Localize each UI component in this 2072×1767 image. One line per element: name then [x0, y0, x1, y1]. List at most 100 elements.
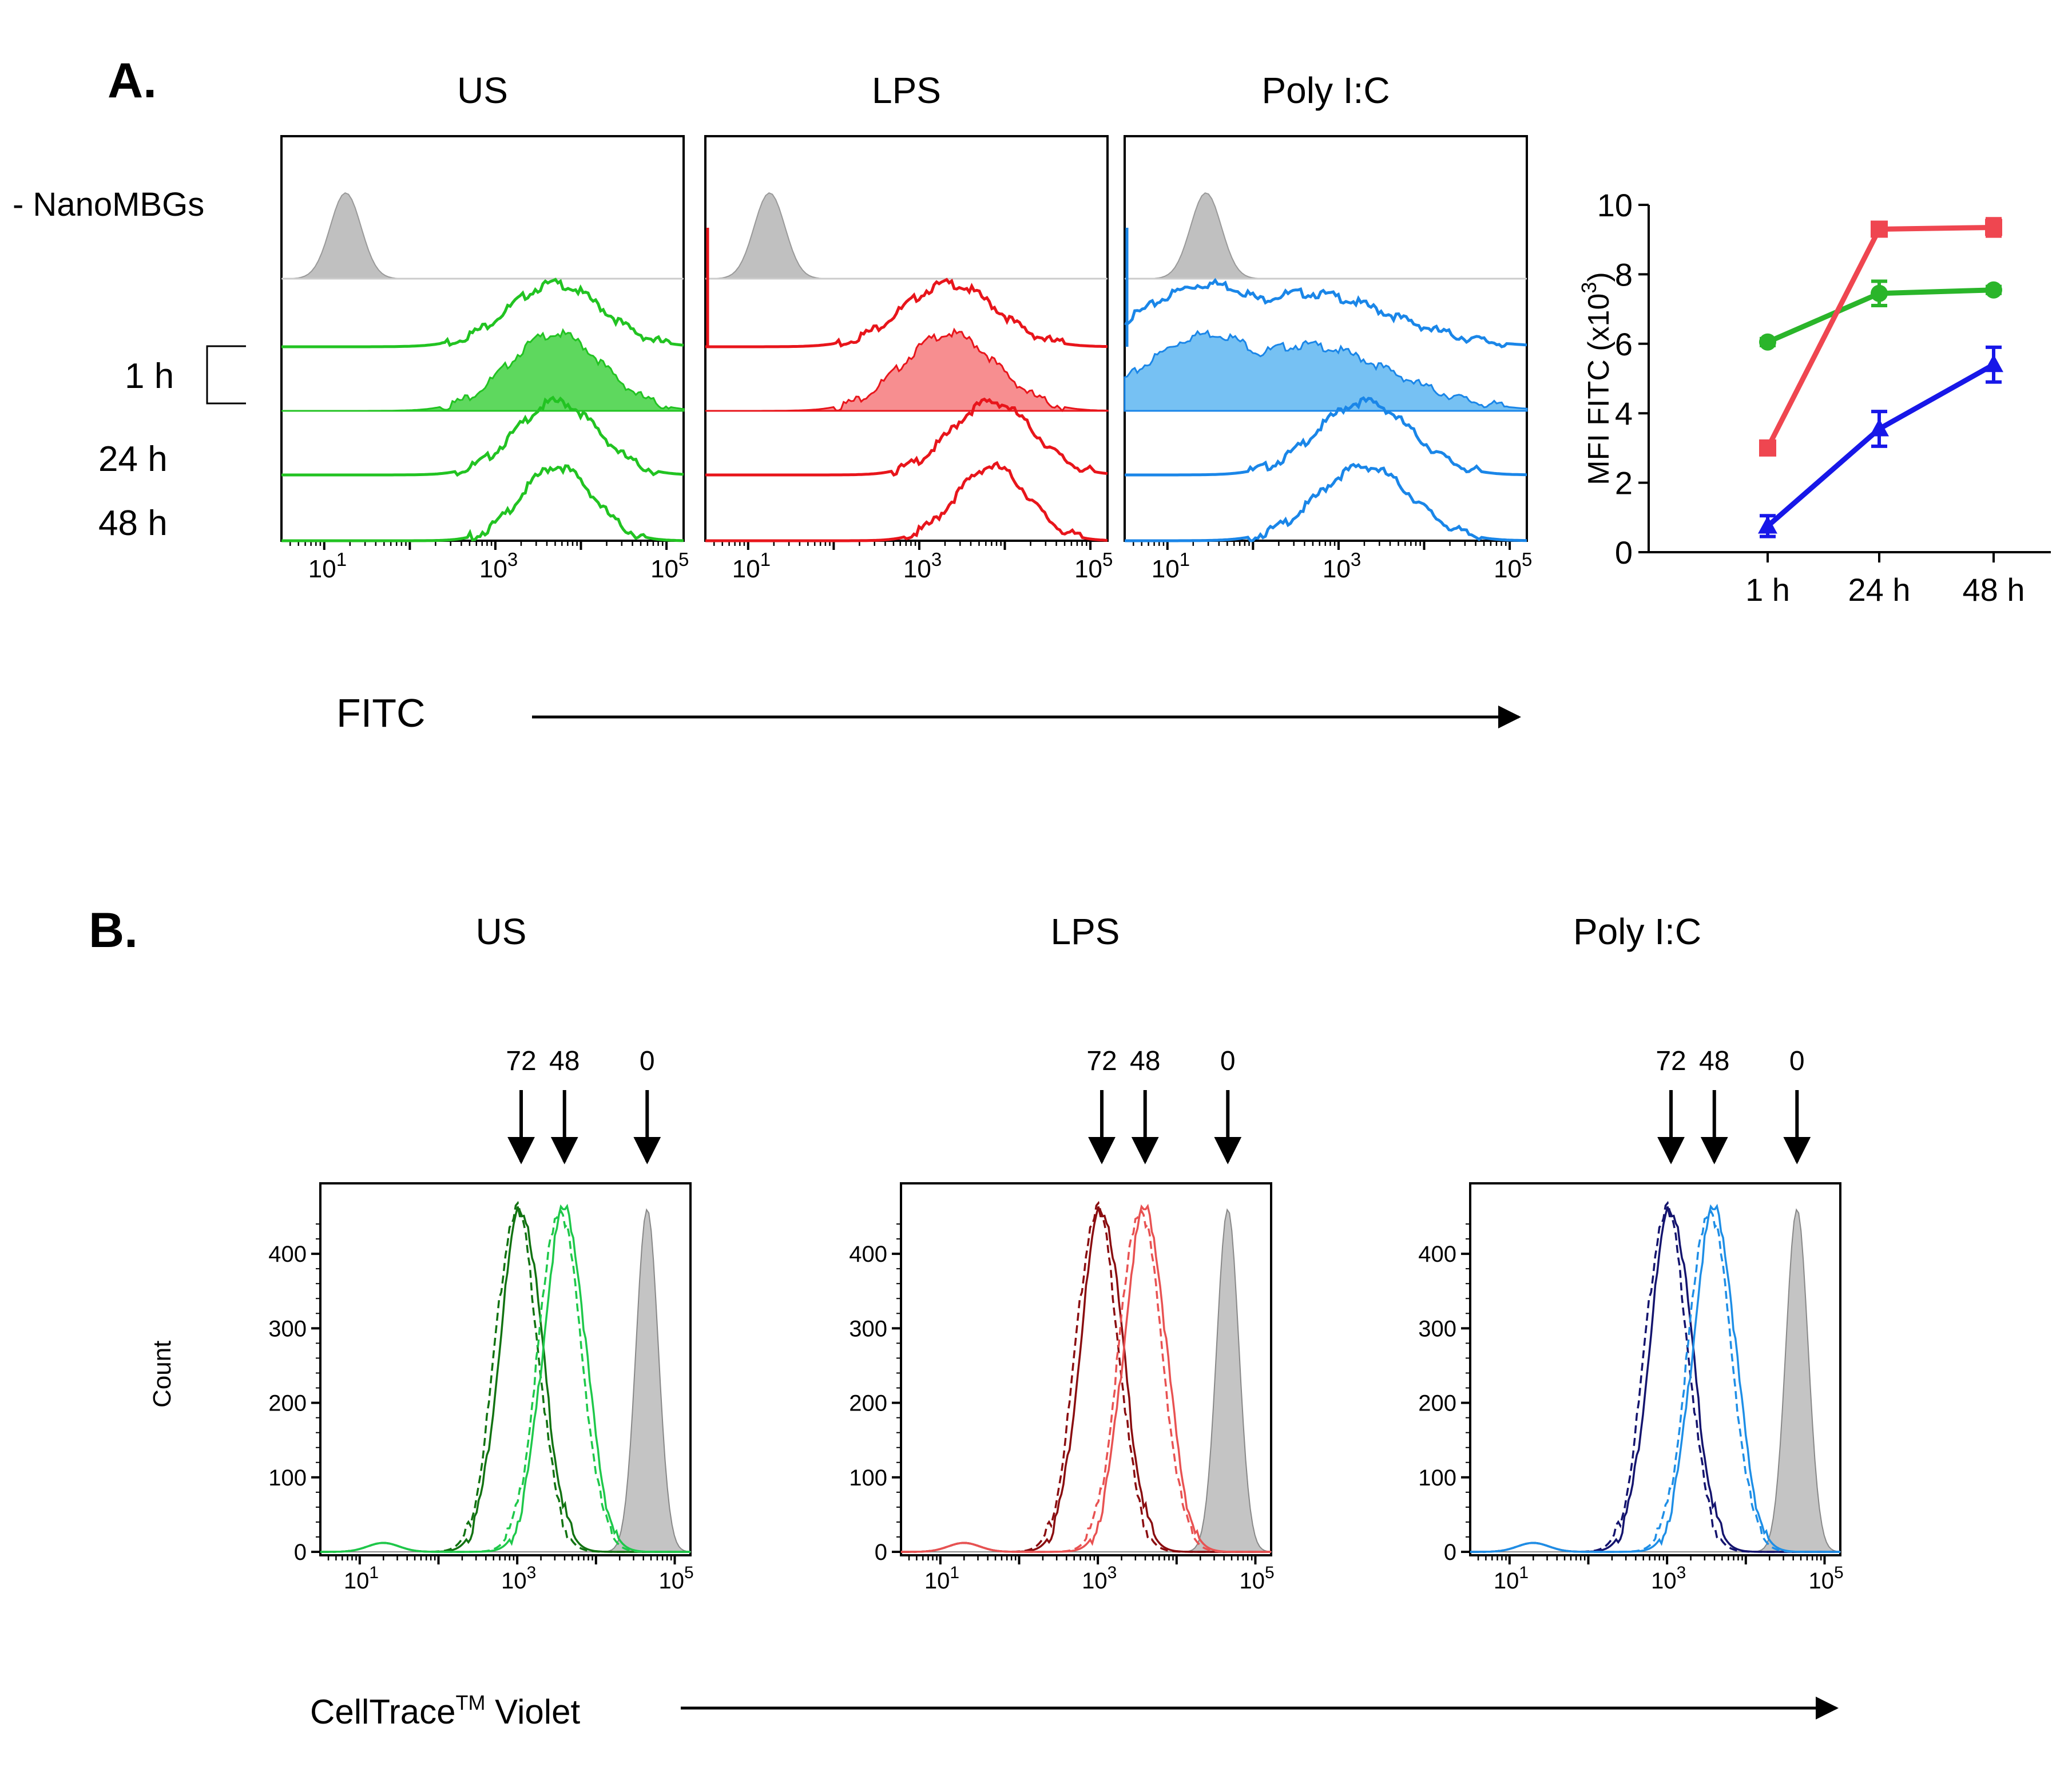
- marker-circle: [1871, 284, 1888, 302]
- histogram-48h: [705, 461, 1108, 542]
- panel-a-x-tick-label: 105: [1494, 549, 1532, 583]
- control-histogram: [705, 192, 1108, 279]
- panel-b-x-tick-label: 103: [501, 1563, 536, 1594]
- histogram-1h-filled: [281, 328, 685, 412]
- histogram-48h: [281, 464, 684, 542]
- histogram-48h: [320, 1209, 690, 1553]
- ytick-label: 100: [1418, 1465, 1456, 1491]
- ytick-label: 200: [268, 1391, 307, 1416]
- mfi-line-chart: 0 2 4 6 8 10 1 h 24 h 48 h MFI FITC (x103): [1577, 187, 2051, 608]
- panel-a-x-tick-label: 103: [479, 549, 518, 583]
- arrow-label: 0: [1220, 1046, 1236, 1076]
- ytick-label: 300: [1418, 1316, 1456, 1341]
- panel-a-histogram-0: 101 103 105: [280, 135, 689, 583]
- panel-b-x-tick-label: 105: [1808, 1563, 1843, 1594]
- histogram-48h: [901, 1209, 1271, 1553]
- panel-a-x-tick-label: 105: [650, 549, 689, 583]
- panel-a-title: US: [457, 70, 508, 111]
- histogram-1h: [1124, 278, 1527, 348]
- ytick-label: 100: [849, 1465, 887, 1491]
- panel-b-x-tick-label: 103: [1651, 1563, 1686, 1594]
- row-bracket-1h: [206, 345, 246, 405]
- panel-b-histogram-2: Poly I:C 101 103 105 0 100 200 300 400 72 48 0: [1418, 911, 1843, 1594]
- ytick-label: 300: [849, 1316, 887, 1341]
- row-label-1h: 1 h: [125, 356, 174, 396]
- ytick-label: 400: [1418, 1242, 1456, 1267]
- panel-b-ylabel: Count: [148, 1341, 176, 1408]
- arrow-label: 0: [1789, 1046, 1805, 1076]
- arrow-label: 0: [640, 1046, 655, 1076]
- line-chart-ylabel: MFI FITC (x103): [1577, 272, 1615, 485]
- histogram-1h-filled: [1124, 329, 1528, 412]
- arrow-label: 72: [506, 1046, 536, 1076]
- panel-b-x-tick-label: 101: [1494, 1563, 1529, 1594]
- panel-a-x-tick-label: 101: [308, 549, 347, 583]
- panel-a-xaxis-label: FITC: [336, 691, 426, 735]
- row-label-48h: 48 h: [98, 504, 168, 543]
- histogram-1h-filled: [705, 327, 1109, 413]
- panel-b-title: US: [476, 911, 527, 952]
- control-histogram: [1470, 1208, 1841, 1552]
- line-chart-xtick-label: 1 h: [1745, 572, 1790, 608]
- panel-b-x-tick-label: 101: [344, 1563, 379, 1594]
- line-chart-ytick-label: 2: [1615, 465, 1633, 501]
- arrow-label: 48: [549, 1046, 579, 1076]
- panel-a-title: LPS: [872, 70, 941, 111]
- line-chart-ytick-label: 4: [1615, 395, 1633, 431]
- panel-a-title: Poly I:C: [1261, 70, 1390, 111]
- ytick-label: 400: [849, 1242, 887, 1267]
- control-histogram: [281, 192, 684, 279]
- marker-triangle: [1758, 516, 1777, 534]
- marker-circle: [1759, 333, 1776, 351]
- panel-b-label: B.: [89, 903, 138, 958]
- panel-b-x-tick-label: 103: [1082, 1563, 1117, 1594]
- marker-square: [1871, 220, 1888, 238]
- ytick-label: 0: [294, 1540, 307, 1565]
- histogram-1h: [705, 278, 1108, 348]
- control-histogram: [1125, 192, 1527, 279]
- panel-b-xaxis-label: CellTraceTM Violet: [310, 1691, 581, 1731]
- panel-b-title: LPS: [1051, 911, 1120, 952]
- panel-b-title: Poly I:C: [1573, 911, 1701, 952]
- panel-b-x-tick-label: 101: [924, 1563, 959, 1594]
- control-histogram: [320, 1208, 691, 1552]
- line-chart-ytick-label: 8: [1615, 256, 1633, 292]
- ytick-label: 200: [849, 1391, 887, 1416]
- ytick-label: 100: [268, 1465, 307, 1491]
- marker-square: [1759, 439, 1776, 457]
- panel-b-x-tick-label: 105: [1239, 1563, 1274, 1594]
- marker-triangle: [1869, 418, 1889, 437]
- panel-a-x-tick-label: 103: [903, 549, 942, 583]
- panel-b-x-tick-label: 105: [658, 1563, 693, 1594]
- histogram-72h: [901, 1201, 1271, 1553]
- histogram-48h: [320, 1203, 690, 1553]
- line-chart-xtick-label: 24 h: [1848, 572, 1911, 608]
- histogram-24h: [1125, 396, 1527, 477]
- panel-a-label: A.: [108, 53, 157, 108]
- histogram-1h: [281, 278, 684, 348]
- panel-a-histograms: 101 103 105 101 103 105 101 103 105: [280, 135, 1532, 583]
- arrow-label: 72: [1086, 1046, 1117, 1076]
- histogram-frame: [1124, 135, 1528, 542]
- panel-b-histogram-0: US 101 103 105 0 100 200 300 400 72 48 0: [268, 911, 693, 1594]
- ytick-label: 0: [1444, 1540, 1456, 1565]
- panel-b-histograms: US 101 103 105 0 100 200 300 400 72 48 0 LPS 101 103 10…: [268, 911, 1843, 1594]
- panel-b-histogram-1: LPS 101 103 105 0 100 200 300 400 72 48 0: [849, 911, 1274, 1594]
- histogram-48h: [901, 1203, 1271, 1553]
- panel-a-x-tick-label: 101: [732, 549, 771, 583]
- ytick-label: 0: [875, 1540, 887, 1565]
- line-chart-ytick-label: 6: [1615, 326, 1633, 362]
- marker-square: [1985, 219, 2002, 236]
- arrow-label: 72: [1656, 1046, 1686, 1076]
- panel-a-x-tick-label: 103: [1323, 549, 1361, 583]
- arrow-label: 48: [1699, 1046, 1729, 1076]
- arrow-label: 48: [1130, 1046, 1160, 1076]
- row-label-24h: 24 h: [98, 439, 168, 479]
- marker-triangle: [1984, 354, 2003, 373]
- histogram-72h: [320, 1201, 690, 1553]
- histogram-72h: [1470, 1201, 1840, 1553]
- ytick-label: 200: [1418, 1391, 1456, 1416]
- line-chart-ytick-label: 0: [1615, 534, 1633, 570]
- histogram-48h: [1125, 462, 1527, 542]
